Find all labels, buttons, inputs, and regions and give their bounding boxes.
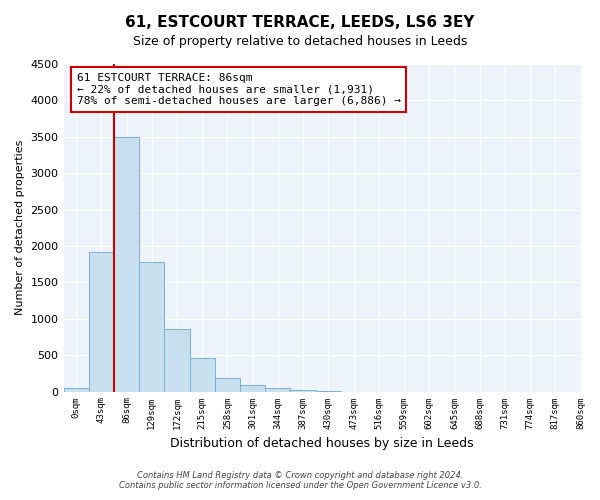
Bar xyxy=(89,252,114,392)
Bar xyxy=(265,388,290,392)
Bar xyxy=(290,390,316,392)
Bar xyxy=(114,137,139,392)
Text: 61 ESTCOURT TERRACE: 86sqm
← 22% of detached houses are smaller (1,931)
78% of s: 61 ESTCOURT TERRACE: 86sqm ← 22% of deta… xyxy=(77,73,401,106)
Bar xyxy=(164,329,190,392)
Text: 61, ESTCOURT TERRACE, LEEDS, LS6 3EY: 61, ESTCOURT TERRACE, LEEDS, LS6 3EY xyxy=(125,15,475,30)
X-axis label: Distribution of detached houses by size in Leeds: Distribution of detached houses by size … xyxy=(170,437,474,450)
Bar xyxy=(215,378,240,392)
Text: Contains HM Land Registry data © Crown copyright and database right 2024.
Contai: Contains HM Land Registry data © Crown c… xyxy=(119,470,481,490)
Bar xyxy=(240,385,265,392)
Bar xyxy=(64,388,89,392)
Text: Size of property relative to detached houses in Leeds: Size of property relative to detached ho… xyxy=(133,35,467,48)
Y-axis label: Number of detached properties: Number of detached properties xyxy=(15,140,25,316)
Bar xyxy=(190,358,215,392)
Bar xyxy=(139,262,164,392)
